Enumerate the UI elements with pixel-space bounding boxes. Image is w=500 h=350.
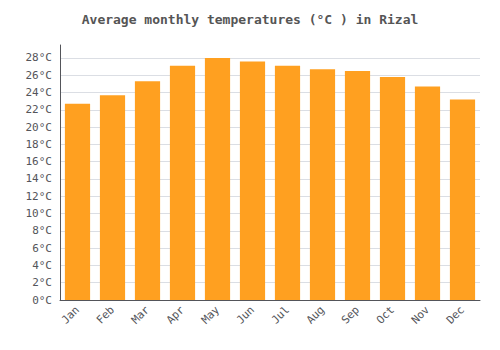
svg-text:18°C: 18°C (26, 138, 53, 151)
svg-text:May: May (199, 303, 222, 326)
svg-text:Apr: Apr (164, 303, 187, 326)
svg-text:Dec: Dec (444, 303, 467, 326)
svg-text:Feb: Feb (94, 303, 117, 326)
svg-text:14°C: 14°C (26, 172, 53, 185)
svg-text:Sep: Sep (339, 303, 362, 326)
svg-text:Aug: Aug (304, 303, 327, 326)
svg-text:Jun: Jun (234, 303, 257, 326)
svg-text:6°C: 6°C (32, 242, 52, 255)
svg-text:0°C: 0°C (32, 294, 52, 307)
svg-text:16°C: 16°C (26, 155, 53, 168)
svg-text:Average monthly temperatures (: Average monthly temperatures (°C ) in Ri… (82, 12, 419, 27)
svg-text:26°C: 26°C (26, 69, 53, 82)
svg-text:12°C: 12°C (26, 190, 53, 203)
svg-text:Mar: Mar (129, 303, 152, 326)
svg-text:2°C: 2°C (32, 276, 52, 289)
svg-text:Oct: Oct (374, 303, 397, 326)
svg-text:Jan: Jan (59, 303, 82, 326)
svg-text:8°C: 8°C (32, 224, 52, 237)
svg-text:4°C: 4°C (32, 259, 52, 272)
svg-text:24°C: 24°C (26, 86, 53, 99)
svg-text:28°C: 28°C (26, 51, 53, 64)
svg-text:22°C: 22°C (26, 103, 53, 116)
svg-text:10°C: 10°C (26, 207, 53, 220)
svg-text:Jul: Jul (269, 303, 292, 326)
svg-text:Nov: Nov (409, 303, 432, 326)
svg-text:20°C: 20°C (26, 121, 53, 134)
